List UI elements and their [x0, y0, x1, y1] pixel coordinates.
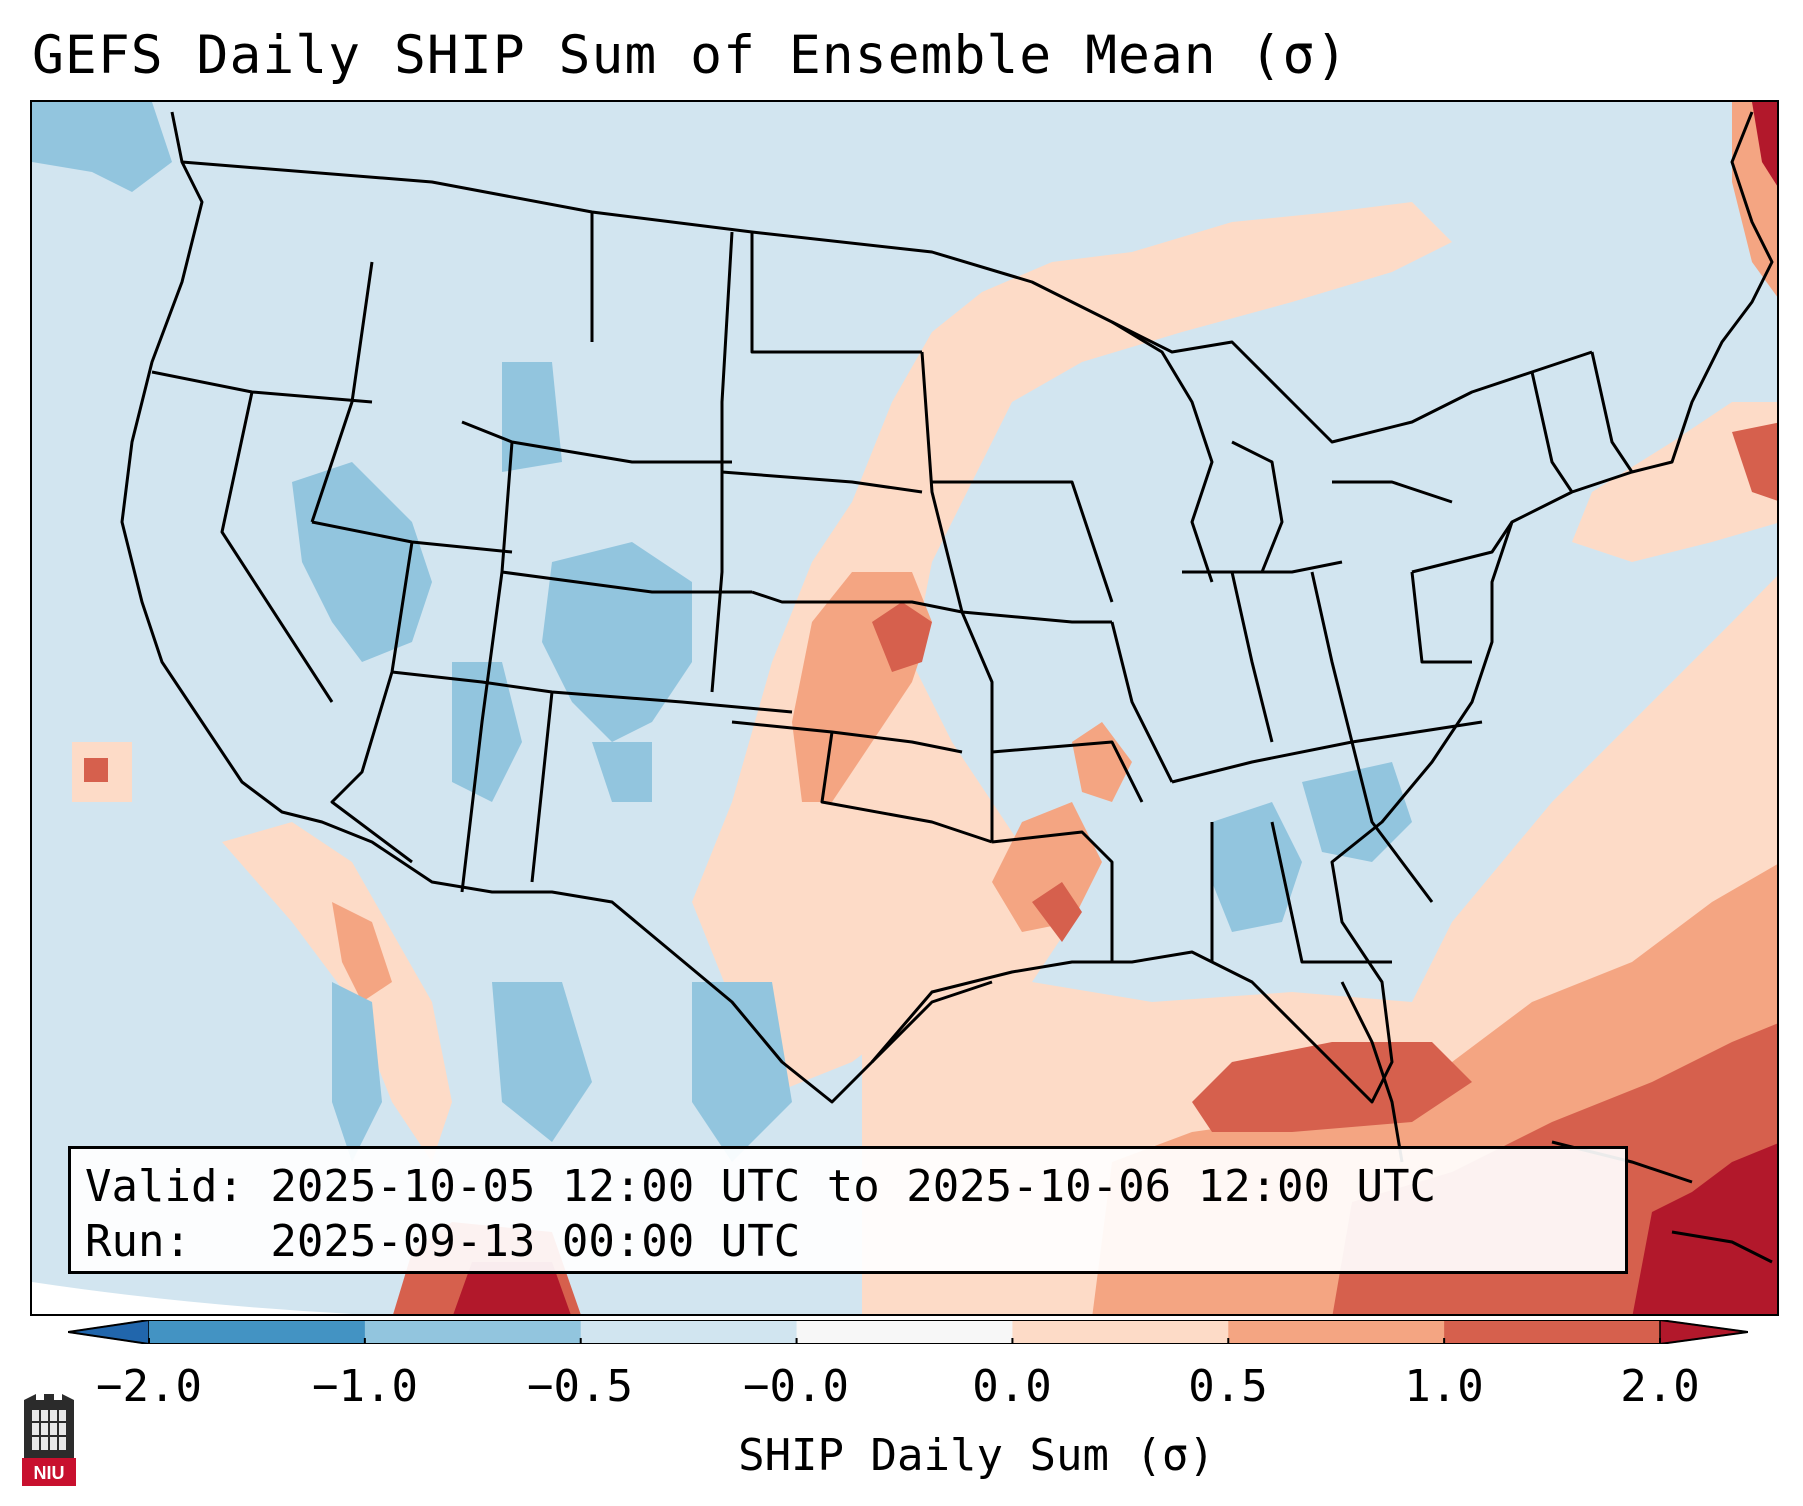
map-panel[interactable]: Valid: 2025-10-05 12:00 UTC to 2025-10-0…	[30, 100, 1779, 1316]
colorbar-segment	[796, 1320, 1013, 1344]
colorbar-tick-label: 0.0	[972, 1361, 1052, 1412]
colorbar-segment	[1228, 1320, 1445, 1344]
colorbar-tick-label: −0.0	[743, 1361, 849, 1412]
ship-anomaly-map	[32, 102, 1777, 1314]
valid-line: Valid: 2025-10-05 12:00 UTC to 2025-10-0…	[85, 1161, 1437, 1212]
negative-anomaly-regions	[32, 102, 1412, 1162]
map-title: GEFS Daily SHIP Sum of Ensemble Mean (σ)	[32, 25, 1349, 86]
colorbar-segment	[1012, 1320, 1229, 1344]
niu-logo: NIU	[22, 1394, 76, 1486]
colorbar-tick-label: −1.0	[312, 1361, 418, 1412]
colorbar-segment	[149, 1320, 366, 1344]
validity-info-box: Valid: 2025-10-05 12:00 UTC to 2025-10-0…	[68, 1146, 1628, 1274]
colorbar-segment	[1444, 1320, 1661, 1344]
boundary-lines	[120, 111, 1774, 1163]
colorbar-segment	[364, 1320, 582, 1344]
colorbar-extend-high	[1659, 1320, 1748, 1344]
logo-text: NIU	[34, 1463, 65, 1483]
run-line: Run: 2025-09-13 00:00 UTC	[85, 1216, 801, 1267]
colorbar	[68, 1320, 1748, 1344]
colorbar-tick-label: −0.5	[527, 1361, 633, 1412]
colorbar-tick-label: 0.5	[1188, 1361, 1268, 1412]
colorbar-segment	[580, 1320, 798, 1344]
colorbar-tick-label: 2.0	[1620, 1361, 1700, 1412]
colorbar-tick-label: 1.0	[1404, 1361, 1484, 1412]
colorbar-extend-low	[68, 1320, 150, 1344]
colorbar-label: SHIP Daily Sum (σ)	[738, 1430, 1215, 1481]
outside-projection-area	[32, 1282, 353, 1314]
colorbar-tick-label: −2.0	[96, 1361, 202, 1412]
